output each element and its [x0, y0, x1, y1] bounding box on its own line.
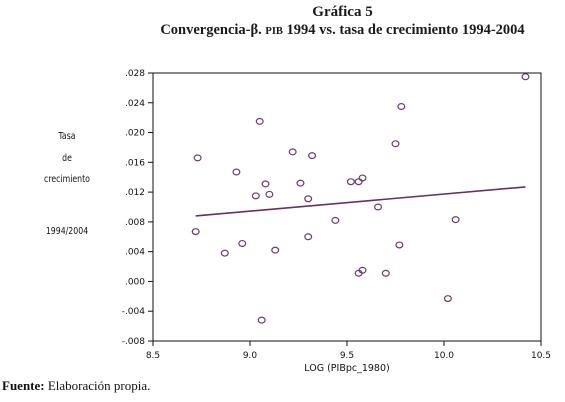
data-point	[354, 178, 363, 186]
regression-line	[195, 186, 526, 217]
data-point	[193, 154, 202, 162]
data-point	[395, 241, 404, 249]
x-tick-label: 9.0	[243, 351, 258, 361]
data-point	[296, 179, 305, 187]
data-point	[331, 216, 340, 224]
data-point	[346, 178, 355, 186]
source-note: Fuente: Elaboración propia.	[2, 378, 150, 394]
chart-title: Gráfica 5	[312, 4, 373, 20]
x-tick-label: 9.5	[340, 351, 354, 361]
data-point	[220, 249, 229, 257]
axis-ticks: -.008 -.004 .000 .004 .008 .012 .016 .020 .024 .0…	[122, 69, 551, 361]
data-point	[304, 195, 313, 203]
y-tick-label: .024	[125, 99, 145, 109]
data-point	[271, 246, 280, 254]
data-point	[308, 152, 317, 160]
data-point	[358, 174, 367, 182]
y-tick-label: .028	[125, 69, 145, 79]
data-point	[255, 117, 264, 125]
source-label: Fuente:	[2, 378, 45, 393]
x-tick-label: 8.5	[146, 351, 160, 361]
data-point	[304, 233, 313, 241]
subtitle-rest: 1994 vs. tasa de crecimiento 1994-2004	[286, 22, 525, 38]
y-tick-label: -.004	[122, 307, 146, 317]
x-tick-label: 10.5	[531, 351, 551, 361]
data-points	[191, 73, 530, 324]
y-tick-label: -.008	[122, 337, 146, 347]
data-point	[443, 295, 452, 303]
y-axis-label-line-1: Tasa	[58, 131, 76, 142]
data-point	[238, 239, 247, 247]
y-tick-label: .016	[125, 158, 145, 168]
y-axis-label-line-2: de	[62, 153, 72, 164]
y-tick-label: .012	[125, 188, 145, 198]
data-point	[261, 180, 270, 188]
data-point	[265, 190, 274, 198]
y-tick-label: .000	[125, 277, 145, 287]
data-point	[391, 140, 400, 148]
subtitle-prefix: Convergencia-β.	[160, 22, 262, 38]
data-point	[451, 216, 460, 224]
data-point	[521, 73, 530, 81]
y-tick-label: .008	[125, 218, 145, 228]
data-point	[397, 102, 406, 110]
data-point	[257, 316, 266, 324]
data-point	[374, 203, 383, 211]
data-point	[358, 266, 367, 274]
x-tick-label: 10.0	[434, 351, 454, 361]
data-point	[191, 228, 200, 236]
y-tick-label: .020	[125, 129, 145, 139]
x-axis-label: LOG (PIBpc_1980)	[304, 363, 389, 374]
y-axis-label-line-3: crecimiento	[44, 174, 90, 185]
data-point	[251, 192, 260, 200]
subtitle-small-caps: PIB	[265, 26, 283, 37]
chart-subtitle: Convergencia-β. PIB 1994 vs. tasa de cre…	[60, 22, 565, 39]
data-point	[288, 148, 297, 156]
data-point	[381, 269, 390, 277]
source-text: Elaboración propia.	[47, 378, 151, 393]
plot-frame	[152, 72, 542, 342]
y-axis-label-line-4: 1994/2004	[45, 226, 89, 237]
data-point	[232, 168, 241, 176]
y-tick-label: .004	[125, 248, 145, 258]
